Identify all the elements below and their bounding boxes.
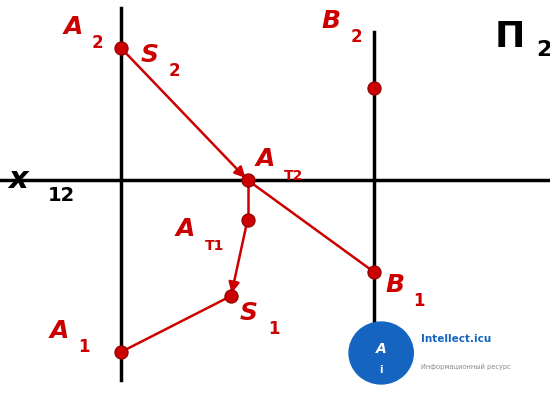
Text: i: i	[379, 365, 383, 375]
Text: Информационный ресурс: Информационный ресурс	[421, 364, 511, 370]
Text: Intellect.icu: Intellect.icu	[421, 334, 492, 344]
Text: 12: 12	[48, 186, 75, 205]
Text: B: B	[385, 273, 404, 297]
Text: x: x	[8, 166, 28, 194]
Text: S: S	[239, 301, 257, 325]
Point	[117, 349, 125, 355]
Point	[117, 45, 125, 51]
Text: A: A	[376, 342, 387, 356]
Point	[370, 269, 378, 275]
Text: A: A	[176, 217, 195, 241]
Point	[243, 177, 252, 183]
Text: A: A	[63, 15, 82, 39]
Text: A: A	[50, 319, 69, 343]
Text: 2: 2	[536, 40, 550, 60]
Text: 1: 1	[414, 292, 425, 310]
Point	[243, 217, 252, 223]
Text: 1: 1	[268, 320, 279, 338]
Point	[227, 293, 235, 299]
Text: Π: Π	[495, 20, 525, 54]
Point	[370, 85, 378, 91]
Text: T2: T2	[284, 169, 304, 183]
Text: B: B	[322, 9, 341, 33]
Text: 2: 2	[92, 34, 103, 52]
Text: T1: T1	[205, 239, 224, 253]
Text: 2: 2	[169, 62, 180, 80]
Text: S: S	[140, 43, 158, 67]
Text: 2: 2	[350, 28, 362, 46]
Text: 1: 1	[78, 338, 90, 356]
Ellipse shape	[349, 322, 413, 384]
Text: A: A	[256, 147, 275, 171]
